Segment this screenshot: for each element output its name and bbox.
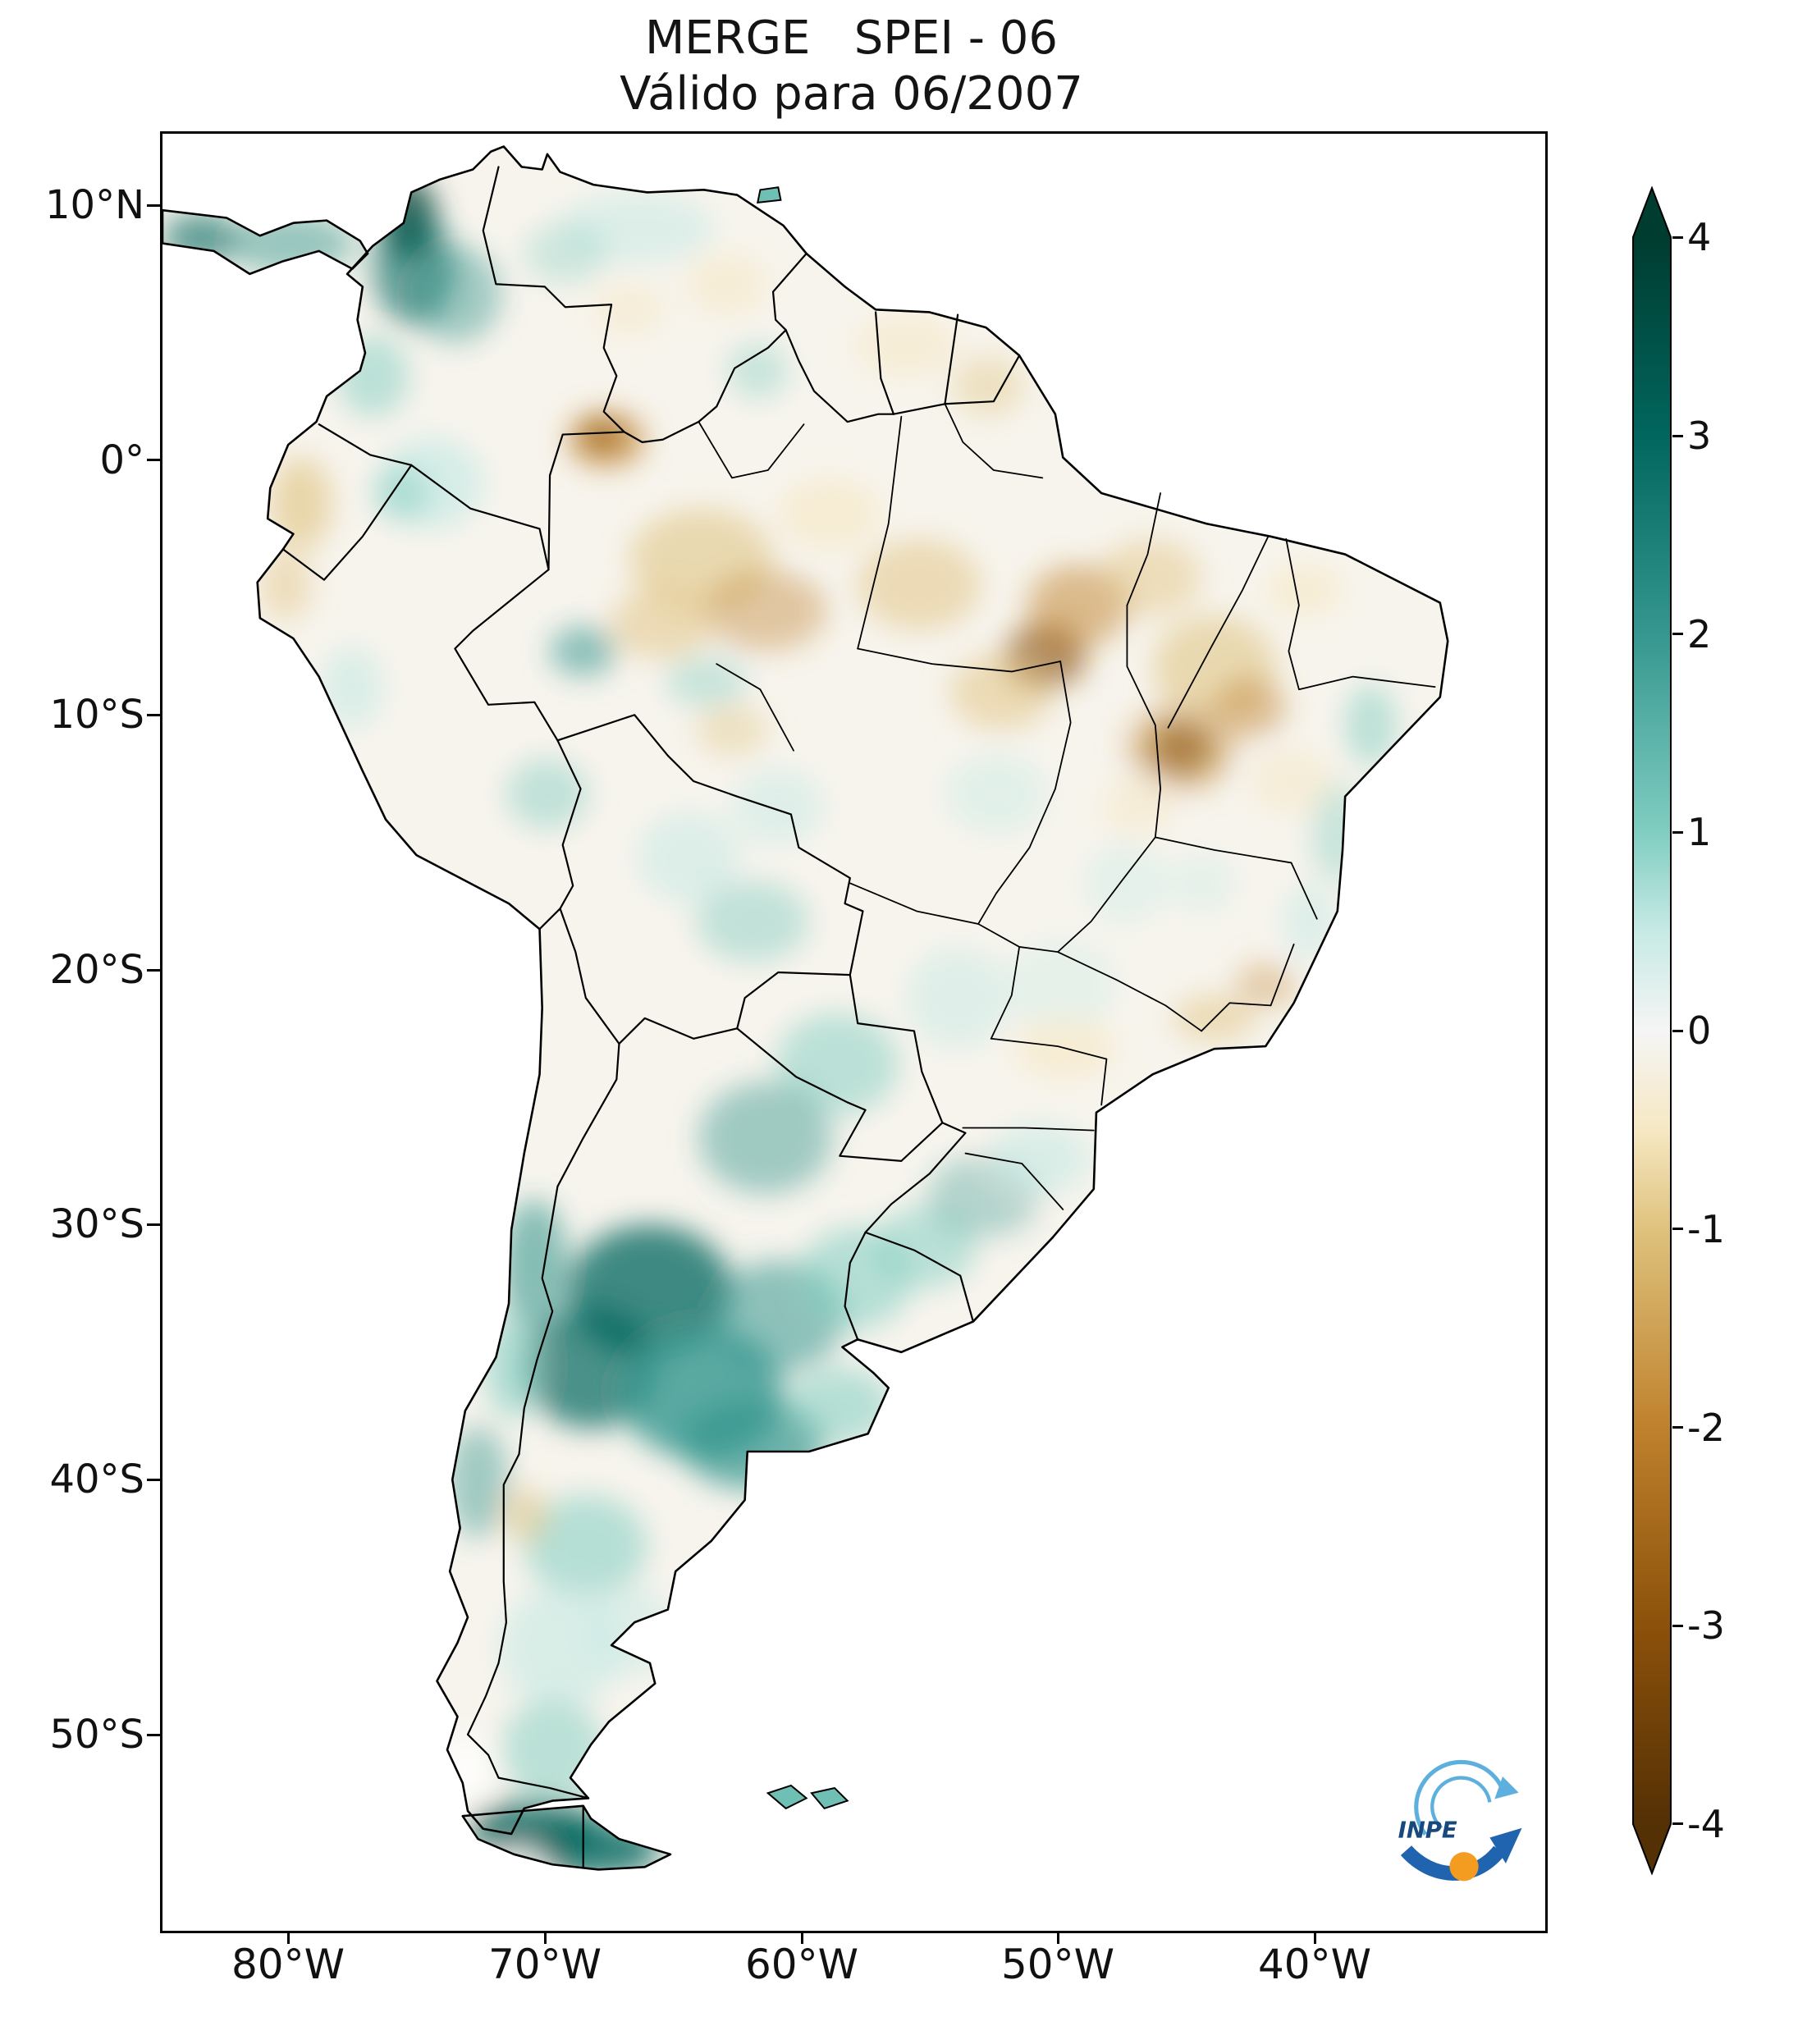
plot-title: MERGE SPEI - 06 xyxy=(644,11,1059,65)
y-tick-mark xyxy=(147,1734,160,1736)
colorbar-label-m1: -1 xyxy=(1687,1207,1725,1251)
colorbar-tick-mark xyxy=(1672,831,1683,834)
inpe-logo-outer-arrowhead xyxy=(1494,1776,1519,1799)
y-tick-mark xyxy=(147,1479,160,1481)
country-borders xyxy=(283,167,1019,1867)
colorbar-label-1: 1 xyxy=(1687,810,1712,854)
x-tick-label-70w: 70°W xyxy=(487,1941,602,1988)
colorb​ar-label-m3: -3 xyxy=(1687,1603,1725,1648)
colorbar-label-3: 3 xyxy=(1687,414,1712,458)
trinidad-island xyxy=(757,187,780,203)
y-tick-mark xyxy=(147,1223,160,1226)
y-tick-label-10s: 10°S xyxy=(49,692,144,738)
colorbar-label-m2: -2 xyxy=(1687,1406,1725,1450)
coastline xyxy=(162,147,1448,1870)
colorbar xyxy=(1632,186,1672,1875)
state-borders xyxy=(698,404,1434,1209)
colorbar-label-2: 2 xyxy=(1687,612,1712,656)
colorbar-gradient-shape xyxy=(1632,186,1672,1875)
colorbar-tick-mark xyxy=(1672,236,1683,239)
inpe-logo-outer-swirl xyxy=(1414,1759,1505,1836)
inpe-logo-arrowhead xyxy=(1489,1827,1522,1863)
colorbar-label-4: 4 xyxy=(1687,215,1712,259)
y-tick-mark xyxy=(147,969,160,972)
colorbar-label-m4: -4 xyxy=(1687,1802,1725,1846)
inpe-logo: INPE xyxy=(1384,1738,1544,1895)
inpe-logo-inner-swirl xyxy=(1430,1776,1492,1830)
x-tick-mark xyxy=(1057,1931,1059,1944)
falkland-islands-east xyxy=(812,1788,848,1809)
inpe-logo-text: INPE xyxy=(1398,1818,1457,1843)
y-tick-label-0: 0° xyxy=(99,437,144,483)
plot-subtitle: Válido para 06/2007 xyxy=(620,67,1083,121)
y-tick-label-10n: 10°N xyxy=(45,182,144,228)
y-tick-mark xyxy=(147,714,160,716)
x-tick-label-60w: 60°W xyxy=(744,1941,859,1988)
colorbar-tick-mark xyxy=(1672,1426,1683,1429)
x-tick-label-50w: 50°W xyxy=(1000,1941,1115,1988)
falkland-islands-west xyxy=(768,1786,807,1809)
x-tick-mark xyxy=(544,1931,547,1944)
y-tick-mark xyxy=(147,459,160,461)
map-plot-area: INPE xyxy=(160,131,1548,1933)
y-tick-label-30s: 30°S xyxy=(49,1201,144,1247)
colorbar-tick-mark xyxy=(1672,1030,1683,1032)
x-tick-mark xyxy=(801,1931,803,1944)
colorbar-tick-mark xyxy=(1672,1822,1683,1825)
colorbar-tick-mark xyxy=(1672,1625,1683,1627)
colorbar-tick-mark xyxy=(1672,633,1683,635)
x-tick-label-80w: 80°W xyxy=(231,1941,345,1988)
colorbar-label-0: 0 xyxy=(1687,1008,1712,1053)
y-tick-label-40s: 40°S xyxy=(49,1456,144,1502)
y-tick-label-50s: 50°S xyxy=(49,1712,144,1758)
colorbar-tick-mark xyxy=(1672,435,1683,437)
south-america-map xyxy=(162,134,1545,1931)
x-tick-mark xyxy=(287,1931,290,1944)
colorbar-tick-mark xyxy=(1672,1228,1683,1230)
y-tick-label-20s: 20°S xyxy=(49,947,144,993)
x-tick-mark xyxy=(1314,1931,1316,1944)
y-tick-mark xyxy=(147,204,160,207)
x-tick-label-40w: 40°W xyxy=(1257,1941,1372,1988)
inpe-logo-orb xyxy=(1449,1852,1479,1882)
